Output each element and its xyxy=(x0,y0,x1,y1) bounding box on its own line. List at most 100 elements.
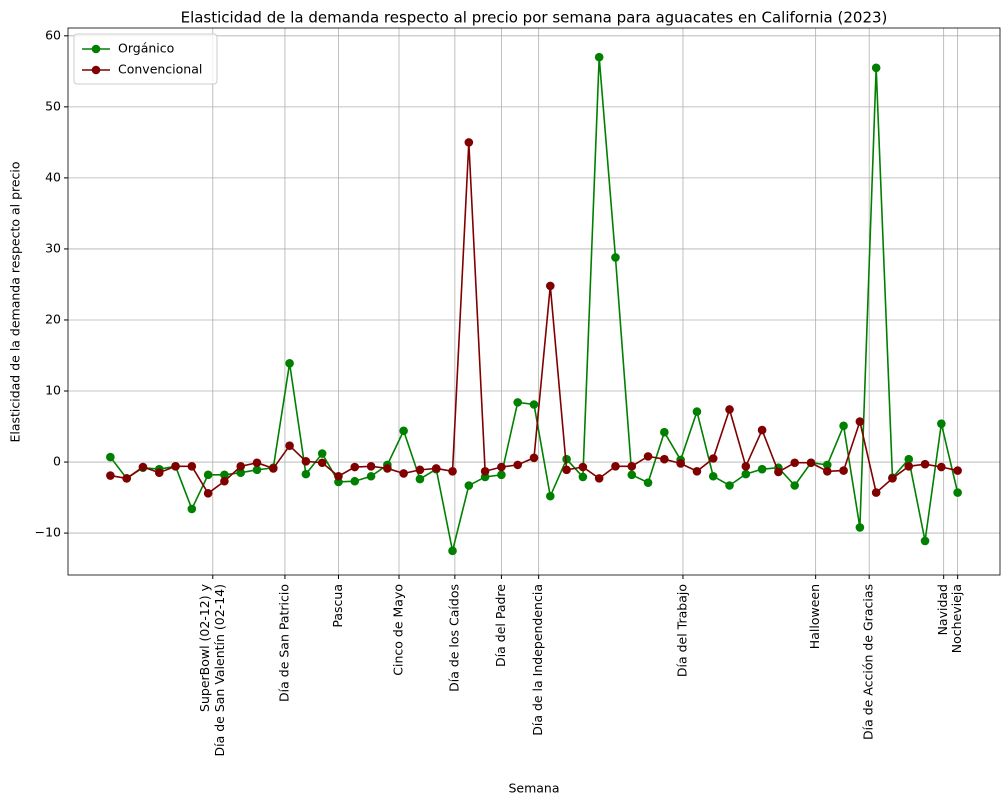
y-tick-label: 20 xyxy=(45,311,61,326)
point xyxy=(350,462,360,472)
x-tick-label: Cinco de Mayo xyxy=(390,584,405,676)
y-axis-label: Elasticidad de la demanda respecto al pr… xyxy=(8,161,23,442)
point xyxy=(545,281,555,291)
x-tick-label: Día de Acción de Gracias xyxy=(861,584,876,740)
point xyxy=(578,472,588,482)
point xyxy=(937,462,946,472)
point xyxy=(252,465,262,475)
legend-marker xyxy=(91,65,101,75)
point xyxy=(692,466,702,476)
point xyxy=(301,469,311,479)
point xyxy=(953,488,962,497)
point xyxy=(203,470,213,480)
point xyxy=(317,458,327,468)
point xyxy=(822,460,832,470)
point xyxy=(937,419,946,428)
point xyxy=(513,460,523,470)
point xyxy=(448,466,457,476)
point xyxy=(122,474,131,483)
point xyxy=(366,462,376,471)
point xyxy=(138,462,148,472)
point xyxy=(790,481,799,490)
point xyxy=(855,523,865,532)
point xyxy=(399,426,408,436)
point xyxy=(594,52,604,62)
point xyxy=(676,459,685,468)
point xyxy=(643,478,653,487)
point xyxy=(480,466,490,476)
point xyxy=(464,481,474,490)
point xyxy=(741,469,751,479)
point xyxy=(611,253,620,262)
point xyxy=(708,454,718,463)
point xyxy=(920,459,930,469)
point xyxy=(920,536,930,546)
point xyxy=(187,462,197,471)
point xyxy=(415,474,425,484)
point xyxy=(904,462,914,471)
y-tick-label: −10 xyxy=(35,525,61,540)
plot-frame xyxy=(67,27,1001,576)
point xyxy=(399,469,408,478)
point xyxy=(464,138,474,147)
x-tick-label: SuperBowl (02-12) yDía de San Valentín (… xyxy=(197,583,227,756)
point xyxy=(904,454,914,464)
point xyxy=(171,462,180,471)
point xyxy=(839,466,848,475)
point xyxy=(660,454,669,464)
point xyxy=(203,489,213,498)
point xyxy=(725,481,734,490)
legend-box xyxy=(73,33,218,85)
point xyxy=(252,458,262,468)
point xyxy=(774,467,783,477)
point xyxy=(236,462,246,471)
x-tick-label: Día del Trabajo xyxy=(674,584,689,677)
point xyxy=(757,425,767,435)
point xyxy=(220,470,229,480)
x-tick-label: Navidad xyxy=(935,584,950,635)
chart-title: Elasticidad de la demanda respecto al pr… xyxy=(181,9,888,27)
legend: Orgánico Convencional xyxy=(73,33,218,85)
point xyxy=(578,462,588,472)
point xyxy=(790,458,799,468)
y-tick-label: 40 xyxy=(45,169,61,184)
point xyxy=(855,417,865,426)
point xyxy=(871,488,881,497)
point xyxy=(725,405,734,414)
point xyxy=(627,462,637,471)
point xyxy=(285,441,294,451)
x-tick-label: Día de la Independencia xyxy=(530,584,545,736)
point xyxy=(660,427,669,437)
point xyxy=(643,452,653,461)
point xyxy=(448,546,457,556)
y-tick-label: 10 xyxy=(45,383,61,398)
point xyxy=(269,464,278,473)
point xyxy=(383,464,392,473)
point xyxy=(627,470,637,480)
x-axis-label: Semana xyxy=(508,781,559,796)
point xyxy=(236,468,246,478)
y-tick-label: 0 xyxy=(53,454,61,469)
point xyxy=(545,491,555,501)
point xyxy=(562,454,571,464)
point xyxy=(350,476,360,486)
point xyxy=(822,466,832,476)
point xyxy=(366,471,376,481)
point xyxy=(334,471,343,481)
point xyxy=(285,359,294,368)
y-tick-label: 50 xyxy=(45,98,61,113)
point xyxy=(562,465,571,475)
point xyxy=(692,407,702,416)
legend-label: Convencional xyxy=(118,62,202,77)
x-tick-label: Día de San Patricio xyxy=(276,584,291,702)
point xyxy=(757,464,767,474)
point xyxy=(741,462,751,471)
point xyxy=(839,421,848,431)
point xyxy=(529,400,539,409)
point xyxy=(594,474,604,483)
x-tick-label: Nochevieja xyxy=(949,584,964,653)
point xyxy=(220,476,229,486)
point xyxy=(497,470,506,480)
point xyxy=(806,458,816,468)
